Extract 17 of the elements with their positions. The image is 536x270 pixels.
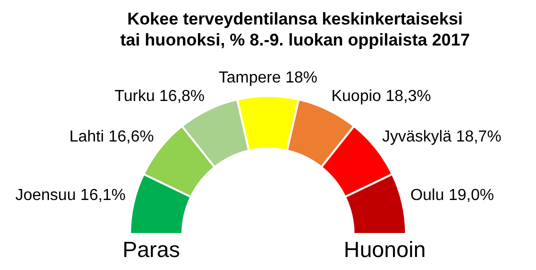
data-label: 16,8% bbox=[159, 88, 205, 105]
category-label: Lahti bbox=[69, 128, 104, 146]
text: Huonoin bbox=[344, 237, 426, 262]
category-label: Jyväskylä bbox=[382, 128, 452, 146]
category-label: Kuopio bbox=[331, 88, 382, 105]
text: Paras bbox=[122, 237, 180, 262]
data-label: 19,0% bbox=[448, 186, 494, 204]
data-label: 16,6% bbox=[108, 128, 154, 146]
data-label: 18,7% bbox=[456, 128, 502, 146]
data-label: 16,1% bbox=[80, 186, 126, 204]
text: Kokee terveydentilansa keskinkertaiseksi tai huonoksi, % 8.-9. luokan oppilaista 2017 bbox=[120, 10, 470, 50]
data-label: 18% bbox=[285, 69, 318, 86]
category-label: Tampere bbox=[218, 69, 281, 86]
category-label: Oulu bbox=[410, 186, 444, 204]
category-label: Turku bbox=[114, 88, 155, 105]
category-label: Joensuu bbox=[15, 186, 76, 204]
data-label: 18,3% bbox=[386, 88, 431, 105]
